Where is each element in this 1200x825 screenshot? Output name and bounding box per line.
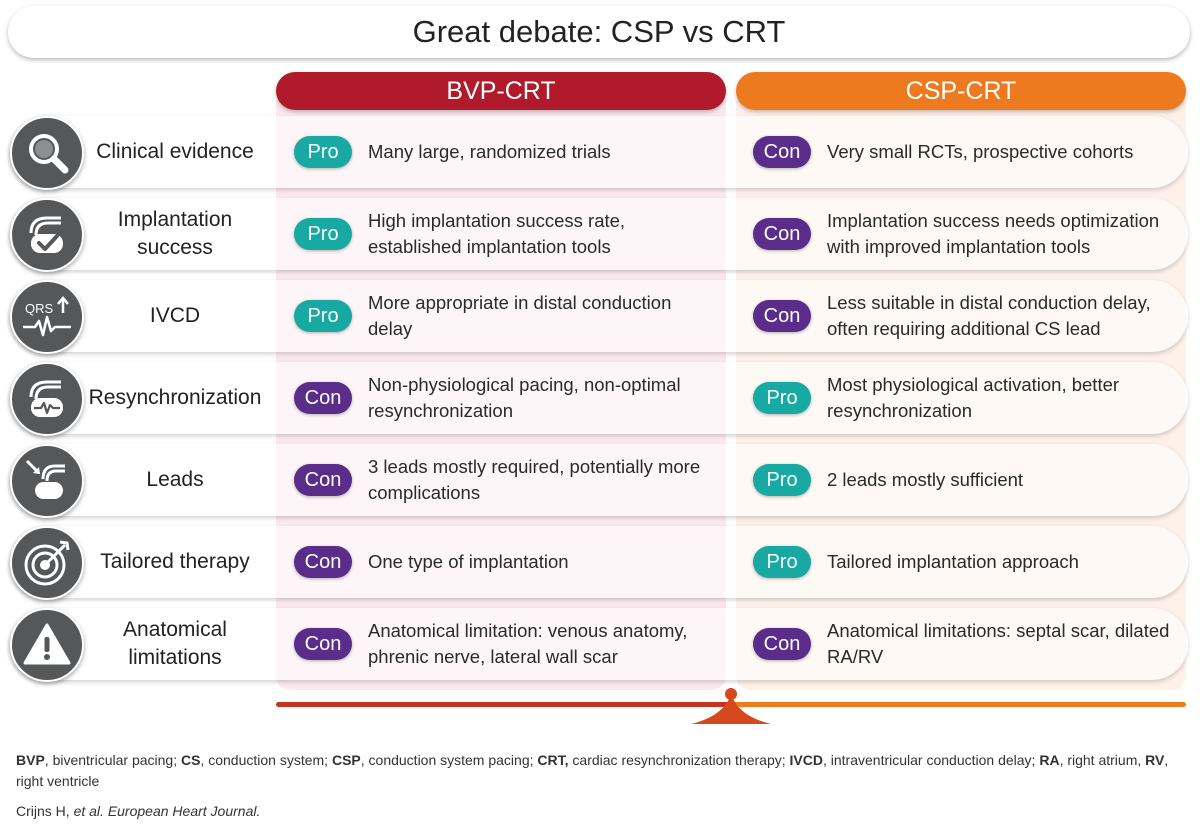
- warning-icon: [10, 608, 84, 682]
- qrs-icon: QRS: [10, 280, 84, 354]
- row-label: Resynchronization: [88, 386, 262, 409]
- comparison-row: Implantation success Pro High implantati…: [0, 198, 1200, 272]
- footnote-abbr: CS: [180, 752, 201, 768]
- row-band: [10, 608, 1188, 680]
- csp-text: Implantation success needs optimization …: [827, 210, 1160, 257]
- comparison-row: Tailored therapy Con One type of implant…: [0, 526, 1200, 600]
- bvp-badge: Con: [294, 464, 352, 496]
- balance-beam-left: [276, 702, 731, 707]
- csp-text: 2 leads mostly sufficient: [827, 469, 1024, 490]
- bvp-badge: Pro: [294, 136, 352, 168]
- comparison-row: Resynchronization Con Non-physiological …: [0, 362, 1200, 436]
- bvp-text: More appropriate in distal conduction de…: [368, 292, 672, 339]
- citation-etal: et al.: [73, 803, 104, 819]
- csp-text: Tailored implantation approach: [827, 551, 1079, 572]
- page-title: Great debate: CSP vs CRT: [8, 6, 1190, 58]
- csp-text: Most physiological activation, better re…: [827, 374, 1120, 421]
- bvp-badge: Con: [294, 628, 352, 660]
- footnote-abbr: CSP: [331, 752, 361, 768]
- footnote-definition: , right ventricle: [16, 752, 1169, 789]
- bvp-badge: Con: [294, 546, 352, 578]
- footnote-definition: cardiac resynchronization therapy;: [568, 752, 790, 768]
- row-label: Implantation success: [117, 208, 233, 259]
- target-icon: [10, 526, 84, 600]
- bvp-text: Non-physiological pacing, non-optimal re…: [368, 374, 681, 421]
- comparison-row: Anatomical limitations Con Anatomical li…: [0, 608, 1200, 682]
- bvp-badge: Pro: [294, 300, 352, 332]
- bvp-text: 3 leads mostly required, potentially mor…: [368, 456, 701, 503]
- row-band: [10, 198, 1188, 270]
- csp-text: Very small RCTs, prospective cohorts: [827, 141, 1134, 162]
- csp-badge: Con: [753, 136, 811, 168]
- device-ecg-icon: [10, 362, 84, 436]
- bvp-badge: Pro: [294, 218, 352, 250]
- footnote-definition: , right atrium,: [1059, 752, 1146, 768]
- bvp-badge: Con: [294, 382, 352, 414]
- device-check-icon: [10, 198, 84, 272]
- device-leads-icon: [10, 444, 84, 518]
- bvp-text: High implantation success rate, establis…: [368, 210, 626, 257]
- row-band: [10, 280, 1188, 352]
- balance-beam-right: [731, 702, 1186, 707]
- balance-fulcrum: [691, 694, 771, 724]
- csp-badge: Pro: [753, 382, 811, 414]
- footnote-abbr: RA: [1039, 752, 1060, 768]
- csp-text: Less suitable in distal conduction delay…: [827, 292, 1151, 339]
- csp-badge: Con: [753, 300, 811, 332]
- csp-badge: Con: [753, 218, 811, 250]
- csp-badge: Con: [753, 628, 811, 660]
- footnote-definition: , biventricular pacing;: [44, 752, 181, 768]
- footnote-abbr: BVP: [16, 752, 45, 768]
- footnote-definition: , conduction system pacing;: [360, 752, 538, 768]
- balance-scale: [276, 688, 1186, 724]
- footnote-abbr: RV: [1145, 752, 1165, 768]
- citation-journal: European Heart Journal.: [107, 803, 261, 819]
- row-label: Anatomical limitations: [123, 618, 227, 669]
- csp-badge: Pro: [753, 546, 811, 578]
- citation-authors: Crijns H,: [16, 803, 74, 819]
- comparison-row: QRS IVCD Pro More appropriate in distal …: [0, 280, 1200, 354]
- row-label: IVCD: [149, 304, 201, 327]
- abbreviations-footnote: BVP, biventricular pacing; CS, conductio…: [16, 750, 1186, 792]
- comparison-row: Clinical evidence Pro Many large, random…: [0, 116, 1200, 190]
- csp-crt-column-header: CSP-CRT: [736, 72, 1186, 110]
- csp-badge: Pro: [753, 464, 811, 496]
- row-band: [10, 116, 1188, 188]
- footnote-definition: , intraventricular conduction delay;: [822, 752, 1040, 768]
- bvp-text: One type of implantation: [368, 551, 569, 572]
- qrs-icon-text: QRS: [25, 301, 54, 316]
- csp-text: Anatomical limitations: septal scar, dil…: [827, 620, 1170, 667]
- magnifier-icon: [10, 116, 84, 190]
- bvp-crt-column-header: BVP-CRT: [276, 72, 726, 110]
- footnote-abbr: CRT,: [537, 752, 569, 768]
- row-band: [10, 444, 1188, 516]
- footnote-abbr: IVCD: [789, 752, 823, 768]
- citation: Crijns H, et al. European Heart Journal.: [16, 803, 260, 819]
- footnote-definition: , conduction system;: [200, 752, 332, 768]
- row-band: [10, 362, 1188, 434]
- row-label: Leads: [146, 468, 204, 491]
- bvp-text: Many large, randomized trials: [368, 141, 611, 162]
- row-label: Clinical evidence: [96, 140, 254, 163]
- bvp-text: Anatomical limitation: venous anatomy, p…: [368, 620, 688, 667]
- row-band: [10, 526, 1188, 598]
- row-label: Tailored therapy: [100, 550, 250, 573]
- comparison-row: Leads Con 3 leads mostly required, poten…: [0, 444, 1200, 518]
